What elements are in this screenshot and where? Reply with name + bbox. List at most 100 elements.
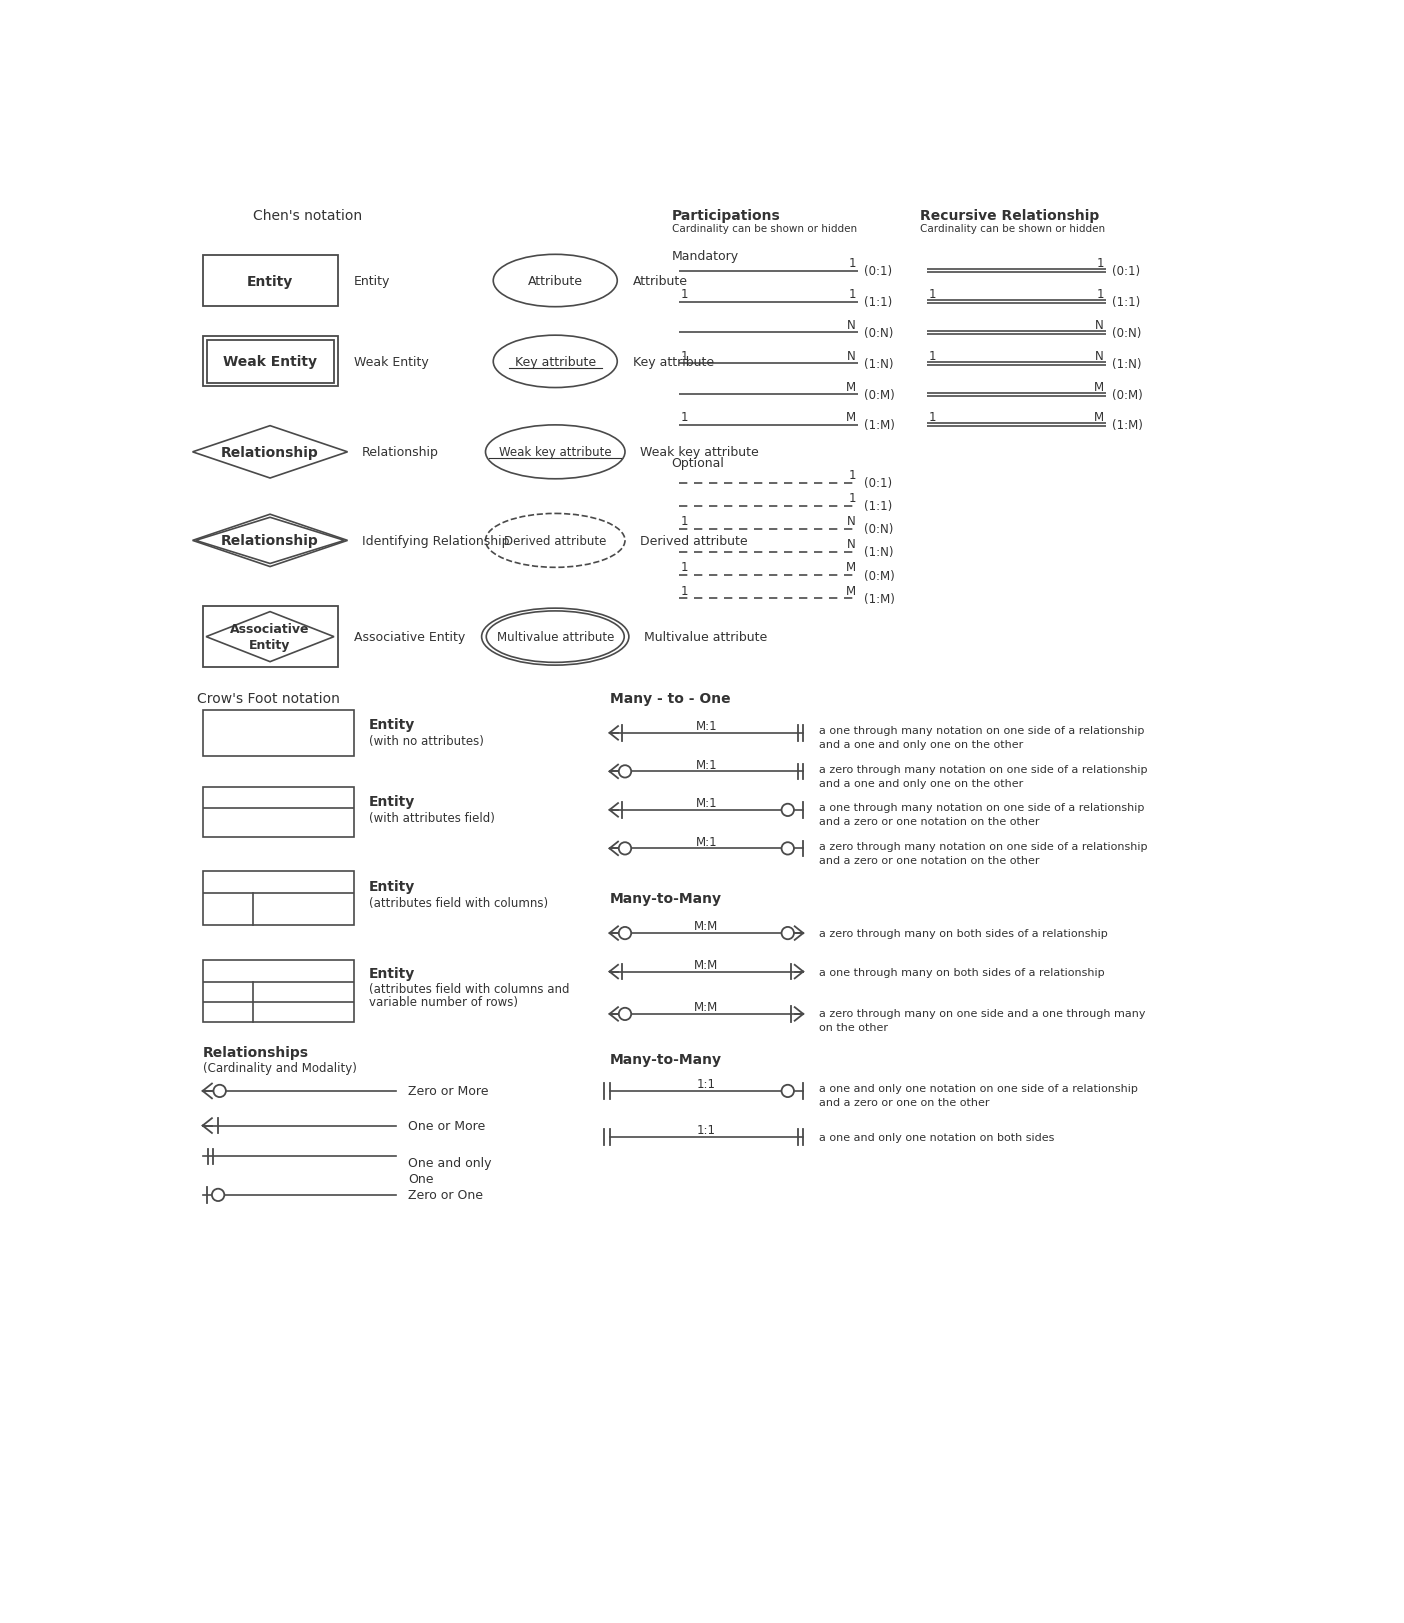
Text: N: N xyxy=(1095,318,1104,331)
Text: Associative: Associative xyxy=(230,623,310,636)
Text: Relationship: Relationship xyxy=(361,446,438,459)
Text: Chen's notation: Chen's notation xyxy=(253,209,362,222)
Polygon shape xyxy=(192,427,348,479)
Text: (0:1): (0:1) xyxy=(863,477,892,490)
Polygon shape xyxy=(206,612,334,662)
Bar xyxy=(202,607,338,669)
Ellipse shape xyxy=(493,336,618,388)
Text: M: M xyxy=(845,411,856,424)
Text: a zero through many on both sides of a relationship: a zero through many on both sides of a r… xyxy=(819,928,1108,938)
Text: Recursive Relationship: Recursive Relationship xyxy=(920,209,1099,222)
Circle shape xyxy=(782,842,793,855)
Text: (with no attributes): (with no attributes) xyxy=(369,735,484,748)
Text: (1:M): (1:M) xyxy=(1112,419,1143,432)
Text: Entity: Entity xyxy=(354,274,390,287)
Text: and a one and only one on the other: and a one and only one on the other xyxy=(819,777,1024,789)
Text: (1:1): (1:1) xyxy=(863,500,892,513)
Text: Entity: Entity xyxy=(369,880,416,894)
Ellipse shape xyxy=(482,609,629,665)
Text: One and only: One and only xyxy=(409,1157,491,1170)
Text: and a zero or one on the other: and a zero or one on the other xyxy=(819,1097,990,1107)
Text: (1:M): (1:M) xyxy=(863,419,894,432)
Text: M: M xyxy=(1094,411,1104,424)
Text: (0:1): (0:1) xyxy=(1112,265,1140,278)
Text: (attributes field with columns): (attributes field with columns) xyxy=(369,896,549,909)
Text: 1: 1 xyxy=(681,287,688,300)
Text: and a one and only one on the other: and a one and only one on the other xyxy=(819,740,1024,750)
Text: a one and only one notation on both sides: a one and only one notation on both side… xyxy=(819,1133,1054,1143)
Text: Weak key attribute: Weak key attribute xyxy=(498,446,612,459)
Ellipse shape xyxy=(493,255,618,307)
Text: M:1: M:1 xyxy=(695,797,717,810)
Text: a zero through many notation on one side of a relationship: a zero through many notation on one side… xyxy=(819,764,1147,774)
Text: Relationship: Relationship xyxy=(222,446,319,459)
Text: Entity: Entity xyxy=(369,717,416,732)
Text: a zero through many on one side and a one through many: a zero through many on one side and a on… xyxy=(819,1008,1146,1018)
Text: 1: 1 xyxy=(848,492,856,505)
Text: Crow's Foot notation: Crow's Foot notation xyxy=(197,691,340,704)
Bar xyxy=(202,256,338,307)
Polygon shape xyxy=(192,514,348,566)
Text: Zero or More: Zero or More xyxy=(409,1084,489,1097)
Text: Mandatory: Mandatory xyxy=(671,250,739,263)
Text: M:M: M:M xyxy=(694,1000,719,1013)
Text: M:M: M:M xyxy=(694,958,719,971)
Text: and a zero or one notation on the other: and a zero or one notation on the other xyxy=(819,816,1039,826)
Circle shape xyxy=(212,1190,225,1201)
Text: 1: 1 xyxy=(929,349,936,362)
Text: Entity: Entity xyxy=(369,795,416,808)
Text: 1: 1 xyxy=(681,411,688,424)
Text: One or More: One or More xyxy=(409,1120,486,1133)
Text: a one through many notation on one side of a relationship: a one through many notation on one side … xyxy=(819,803,1144,813)
Text: 1: 1 xyxy=(929,287,936,300)
Bar xyxy=(206,341,334,383)
Text: Attribute: Attribute xyxy=(528,274,583,287)
Text: N: N xyxy=(847,539,856,552)
Text: M:1: M:1 xyxy=(695,834,717,847)
Circle shape xyxy=(782,805,793,816)
Text: 1: 1 xyxy=(681,562,688,575)
Text: 1: 1 xyxy=(848,256,856,269)
Polygon shape xyxy=(195,518,344,565)
Text: 1: 1 xyxy=(681,584,688,597)
Circle shape xyxy=(619,842,632,855)
Text: (0:M): (0:M) xyxy=(1112,388,1143,401)
Text: Weak Entity: Weak Entity xyxy=(223,355,317,368)
Text: M: M xyxy=(845,380,856,393)
Circle shape xyxy=(619,927,632,940)
Text: Cardinality can be shown or hidden: Cardinality can be shown or hidden xyxy=(920,224,1105,234)
Text: Relationships: Relationships xyxy=(202,1045,309,1060)
Text: M: M xyxy=(1094,380,1104,393)
Text: N: N xyxy=(847,349,856,362)
Text: 1: 1 xyxy=(1097,287,1104,300)
Text: Associative Entity: Associative Entity xyxy=(354,631,465,644)
Text: Many-to-Many: Many-to-Many xyxy=(609,1053,722,1066)
Text: N: N xyxy=(1095,349,1104,362)
Text: a one through many notation on one side of a relationship: a one through many notation on one side … xyxy=(819,725,1144,735)
Text: on the other: on the other xyxy=(819,1022,887,1032)
Text: Key attribute: Key attribute xyxy=(633,355,713,368)
Text: (0:M): (0:M) xyxy=(863,388,894,401)
Text: Multivalue attribute: Multivalue attribute xyxy=(497,631,614,644)
Text: 1: 1 xyxy=(848,469,856,482)
Text: Zero or One: Zero or One xyxy=(409,1188,483,1201)
Text: 1: 1 xyxy=(929,411,936,424)
Text: Cardinality can be shown or hidden: Cardinality can be shown or hidden xyxy=(671,224,856,234)
Text: a one through many on both sides of a relationship: a one through many on both sides of a re… xyxy=(819,967,1105,977)
Text: Derived attribute: Derived attribute xyxy=(504,534,607,547)
Bar xyxy=(202,787,354,837)
Text: Identifying Relationship: Identifying Relationship xyxy=(361,534,510,547)
Text: a zero through many notation on one side of a relationship: a zero through many notation on one side… xyxy=(819,841,1147,850)
Circle shape xyxy=(782,1086,793,1097)
Text: (1:N): (1:N) xyxy=(863,545,893,558)
Text: 1:1: 1:1 xyxy=(696,1078,716,1091)
Text: (attributes field with columns and: (attributes field with columns and xyxy=(369,982,570,995)
Text: (1:N): (1:N) xyxy=(863,357,893,370)
Text: Entity: Entity xyxy=(250,638,291,651)
Bar xyxy=(202,711,354,756)
Circle shape xyxy=(213,1086,226,1097)
Text: Weak Entity: Weak Entity xyxy=(354,355,428,368)
Text: (0:N): (0:N) xyxy=(1112,326,1141,339)
Text: M:1: M:1 xyxy=(695,719,717,732)
Text: and a zero or one notation on the other: and a zero or one notation on the other xyxy=(819,855,1039,865)
